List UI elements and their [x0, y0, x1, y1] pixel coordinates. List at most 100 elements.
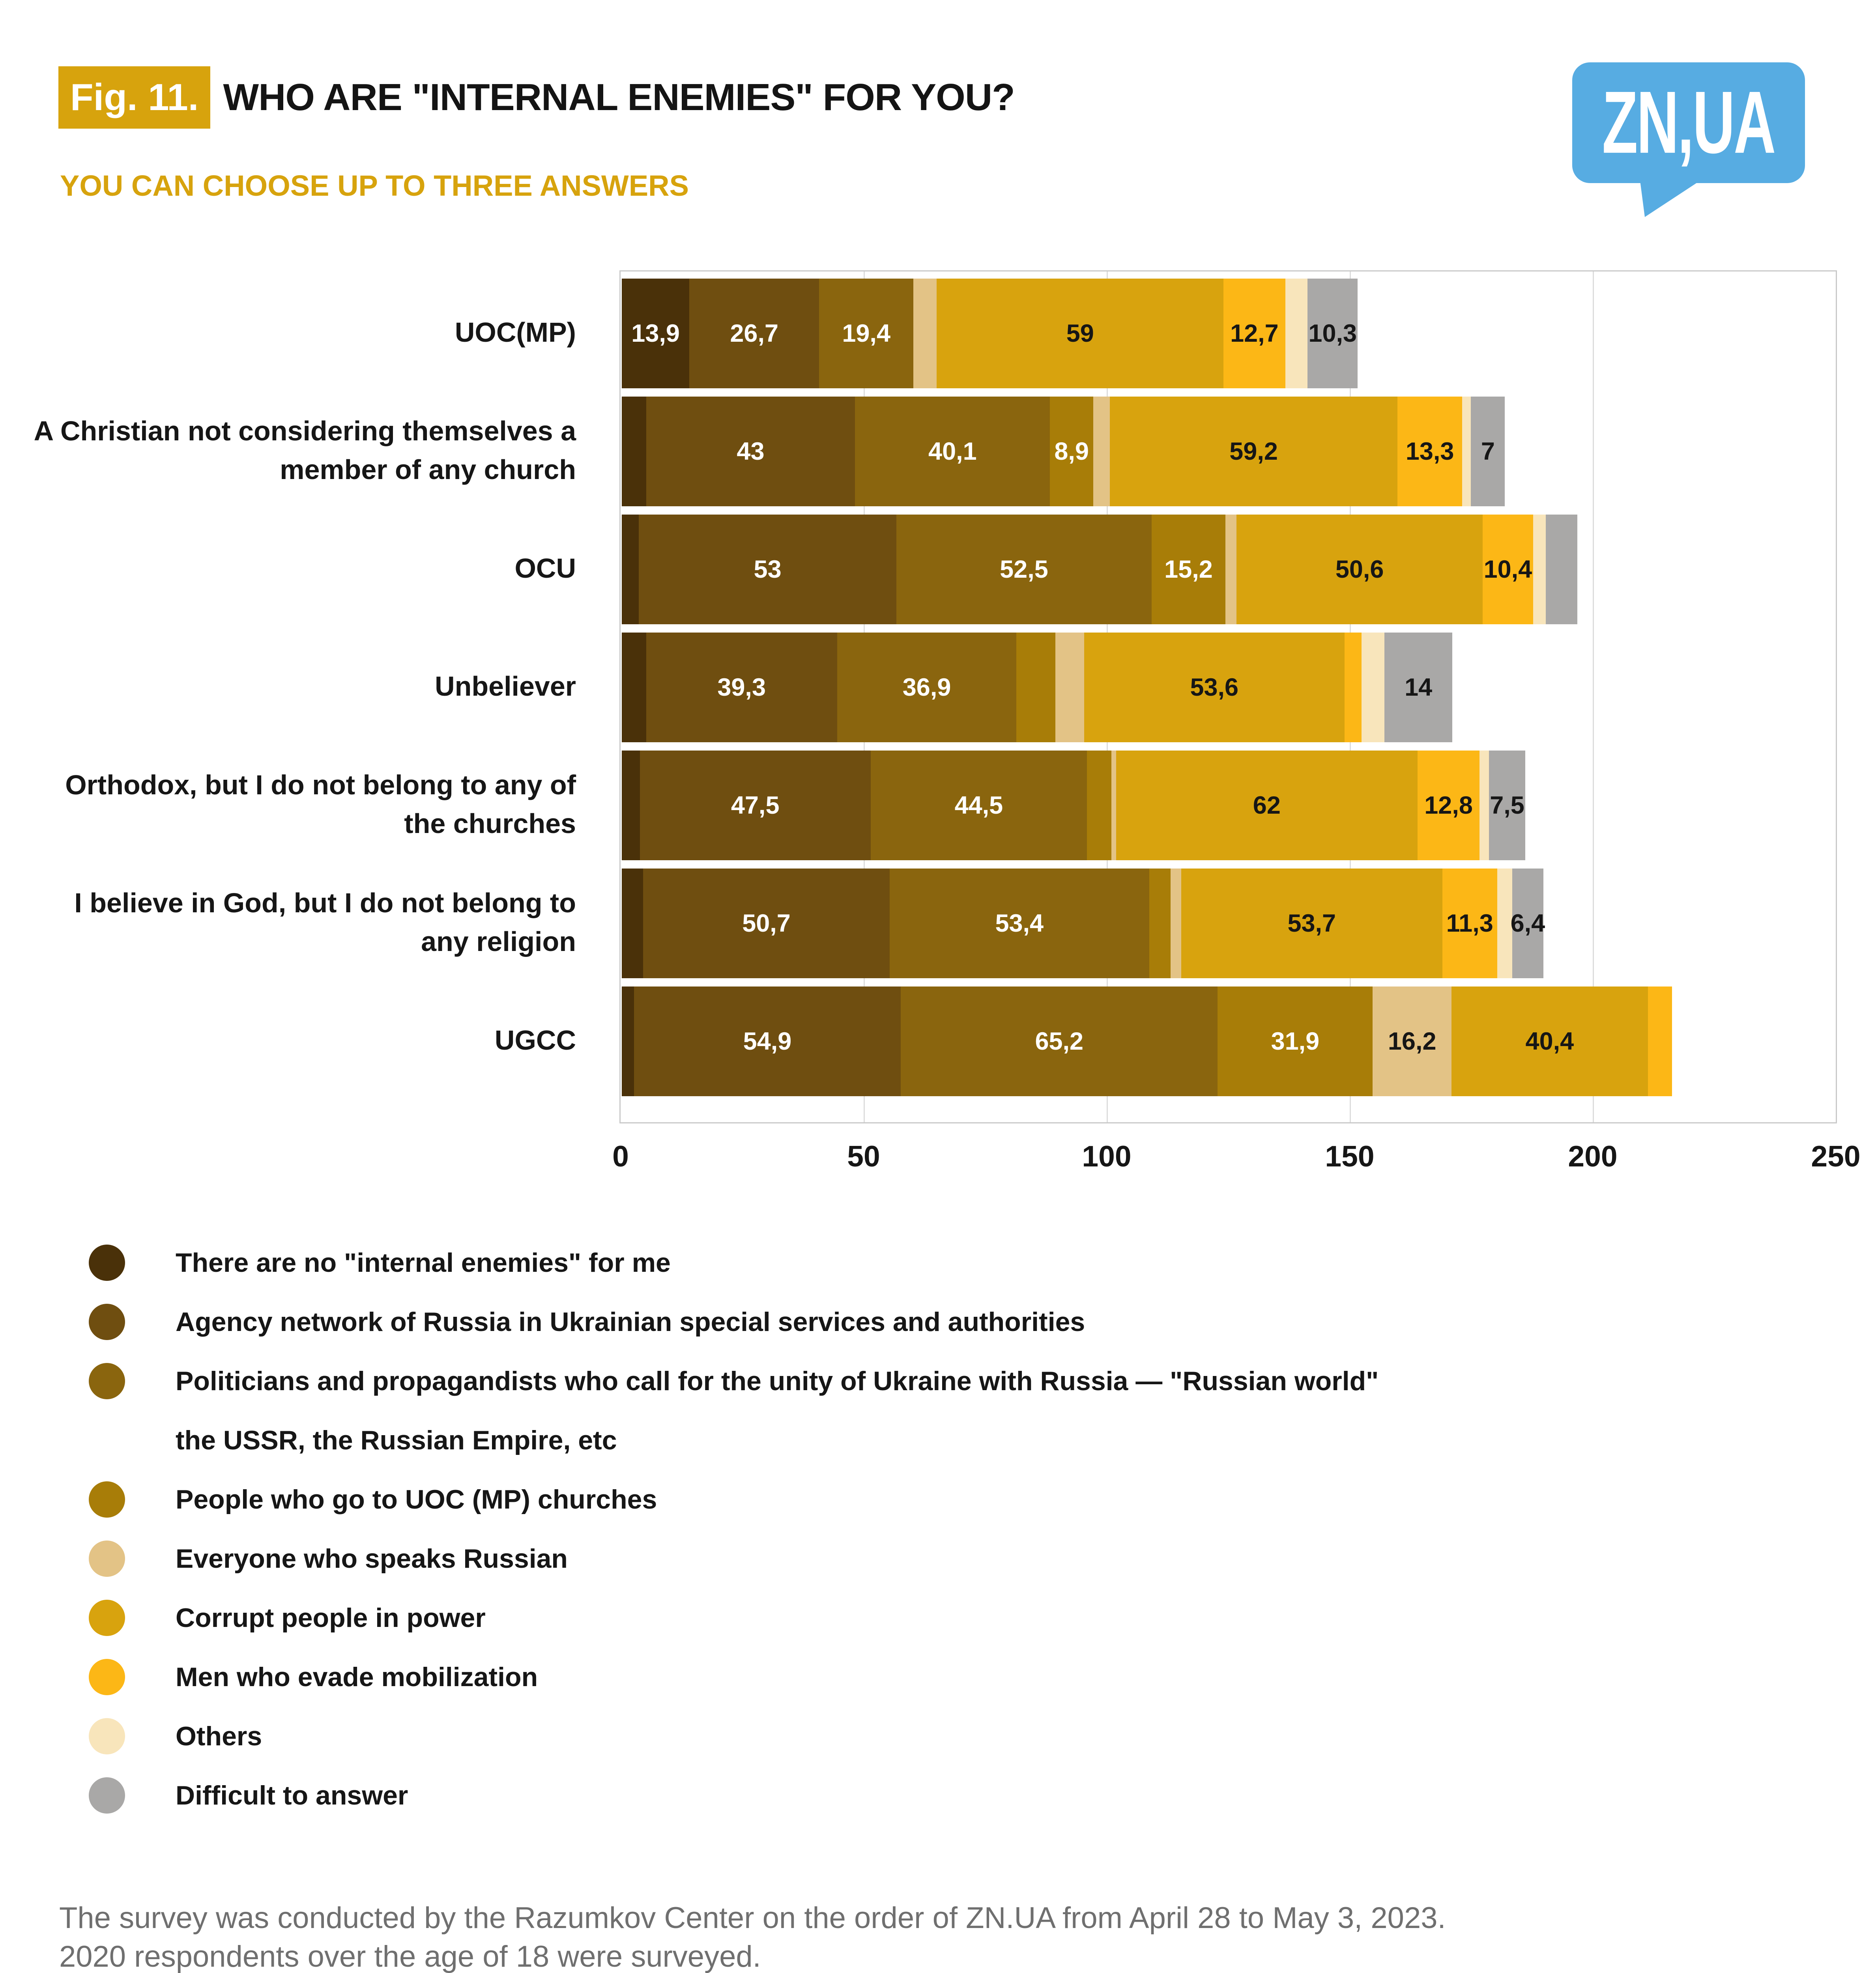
bar-segment-others: [1285, 279, 1308, 388]
bar-segment-agency-network-of-russia: 47,5: [640, 751, 871, 860]
bar-value-label: 6,4: [1510, 910, 1545, 937]
bar-segment-politicians-propagandists: 44,5: [870, 751, 1087, 860]
bar-value-label: 12,8: [1424, 792, 1473, 819]
bar-value-label: 26,7: [730, 320, 779, 347]
bar-segment-politicians-propagandists: 65,2: [901, 986, 1218, 1096]
bar-row: 39,3 36,9 53,6 14: [622, 633, 1453, 742]
bar-segment-agency-network-of-russia: 26,7: [689, 279, 819, 388]
bar-segment-difficult-to-answer: 7: [1471, 397, 1505, 506]
bar-value-label: 62: [1253, 792, 1281, 819]
bar-value-label: 50,6: [1335, 556, 1384, 583]
bar-segment-men-who-evade-mobilization: 12,8: [1417, 751, 1480, 860]
bar-segment-difficult-to-answer: 7,5: [1489, 751, 1526, 860]
bar-value-label: 43: [737, 438, 765, 465]
legend-item-label: People who go to UOC (MP) churches: [176, 1484, 657, 1514]
legend-item-label: Others: [176, 1721, 262, 1751]
bar-segment-men-who-evade-mobilization: [1344, 633, 1362, 742]
bar-segment-uoc-mp-churchgoers: 15,2: [1151, 515, 1226, 624]
bar-row: 53 52,5 15,2 50,6 10,4: [622, 515, 1578, 624]
bar-value-label: 10,4: [1483, 556, 1532, 583]
category-label: I believe in God, but I do not belong to…: [74, 887, 576, 957]
legend-item-label: Men who evade mobilization: [176, 1662, 538, 1692]
znua-logo-text: ZN,UA: [1602, 73, 1776, 172]
bar-value-label: 52,5: [1000, 556, 1048, 583]
bar-segment-politicians-propagandists: 40,1: [855, 397, 1050, 506]
figure-number-badge: Fig. 11.: [58, 66, 211, 129]
legend-item-corrupt-people-in-power: Corrupt people in power: [89, 1588, 1378, 1647]
bar-value-label: 7,5: [1490, 792, 1524, 819]
bar-value-label: 59,2: [1229, 438, 1278, 465]
bar-segment-difficult-to-answer: [1545, 515, 1578, 624]
legend-item-label: Agency network of Russia in Ukrainian sp…: [176, 1307, 1085, 1337]
legend-item-uoc-mp-churchgoers: People who go to UOC (MP) churches: [89, 1470, 1378, 1529]
bar-value-label: 40,1: [928, 438, 977, 465]
x-axis-tick-150: 150: [1325, 1140, 1375, 1173]
bar-segment-no-internal-enemies: [622, 986, 634, 1096]
legend-item-politicians-propagandists: Politicians and propagandists who call f…: [89, 1352, 1378, 1470]
bar-value-label: 13,9: [631, 320, 680, 347]
znua-logo: ZN,UA: [1572, 62, 1805, 183]
category-label: UOC(MP): [455, 317, 576, 348]
bar-value-label: 31,9: [1271, 1028, 1320, 1055]
bar-segment-everyone-who-speaks-russian: [1055, 633, 1084, 742]
bar-value-label: 39,3: [717, 674, 766, 701]
bar-value-label: 44,5: [954, 792, 1003, 819]
bar-segment-men-who-evade-mobilization: 11,3: [1442, 869, 1497, 978]
bar-segment-no-internal-enemies: [622, 515, 639, 624]
bar-segment-agency-network-of-russia: 43: [646, 397, 855, 506]
bar-segment-agency-network-of-russia: 53: [639, 515, 897, 624]
category-label: Unbeliever: [435, 671, 576, 702]
bar-segment-corrupt-people-in-power: 53,6: [1084, 633, 1345, 742]
bar-value-label: 11,3: [1446, 910, 1493, 937]
bar-segment-everyone-who-speaks-russian: [913, 279, 937, 388]
bar-segment-politicians-propagandists: 52,5: [896, 515, 1152, 624]
legend-color-dot: [89, 1718, 125, 1754]
bar-segment-everyone-who-speaks-russian: [1093, 397, 1110, 506]
legend-color-dot: [89, 1659, 125, 1695]
bar-segment-corrupt-people-in-power: 62: [1116, 751, 1418, 860]
bar-segment-uoc-mp-churchgoers: 31,9: [1218, 986, 1373, 1096]
bar-row: 50,7 53,4 53,7 11,3 6,4: [622, 869, 1545, 978]
bar-segment-difficult-to-answer: 10,3: [1307, 279, 1358, 388]
legend-item-label: Difficult to answer: [176, 1780, 408, 1810]
bar-value-label: 65,2: [1035, 1028, 1084, 1055]
bar-value-label: 13,3: [1405, 438, 1454, 465]
category-label: OCU: [514, 553, 576, 584]
bar-segment-politicians-propagandists: 36,9: [837, 633, 1017, 742]
bar-value-label: 12,7: [1230, 320, 1279, 347]
bar-value-label: 14: [1405, 674, 1433, 701]
bar-value-label: 59: [1066, 320, 1094, 347]
bar-segment-agency-network-of-russia: 39,3: [646, 633, 837, 742]
x-axis-tick-0: 0: [612, 1140, 629, 1173]
bar-segment-difficult-to-answer: 6,4: [1510, 869, 1545, 978]
bar-segment-others: [1479, 751, 1489, 860]
bar-value-label: 54,9: [743, 1028, 792, 1055]
bar-value-label: 40,4: [1525, 1028, 1574, 1055]
bar-row: 13,9 26,7 19,4 59 12,7 10,3: [622, 279, 1358, 388]
bar-segment-corrupt-people-in-power: 53,7: [1181, 869, 1442, 978]
bar-value-label: 47,5: [731, 792, 780, 819]
bar-segment-others: [1462, 397, 1471, 506]
bar-value-label: 36,9: [902, 674, 951, 701]
legend-item-no-internal-enemies: There are no "internal enemies" for me: [89, 1233, 1378, 1292]
bar-segment-corrupt-people-in-power: 50,6: [1236, 515, 1483, 624]
legend-item-men-who-evade-mobilization: Men who evade mobilization: [89, 1647, 1378, 1707]
legend-item-agency-network-of-russia: Agency network of Russia in Ukrainian sp…: [89, 1292, 1378, 1352]
bar-value-label: 16,2: [1388, 1028, 1436, 1055]
bar-value-label: 50,7: [742, 910, 791, 937]
bar-segment-no-internal-enemies: 13,9: [622, 279, 690, 388]
footer-note: The survey was conducted by the Razumkov…: [59, 1899, 1446, 1973]
bar-value-label: 53,4: [995, 910, 1044, 937]
legend-color-dot: [89, 1304, 125, 1340]
legend-color-dot: [89, 1541, 125, 1577]
bar-value-label: 19,4: [842, 320, 890, 347]
bar-segment-no-internal-enemies: [622, 751, 640, 860]
x-axis-tick-250: 250: [1811, 1140, 1861, 1173]
legend-item-label: Politicians and propagandists who call f…: [176, 1366, 1379, 1455]
legend-item-label: There are no "internal enemies" for me: [176, 1248, 671, 1278]
legend-color-dot: [89, 1245, 125, 1281]
bar-segment-others: [1497, 869, 1512, 978]
legend: There are no "internal enemies" for me Ag…: [89, 1233, 1378, 1825]
bar-value-label: 53,6: [1190, 674, 1239, 701]
